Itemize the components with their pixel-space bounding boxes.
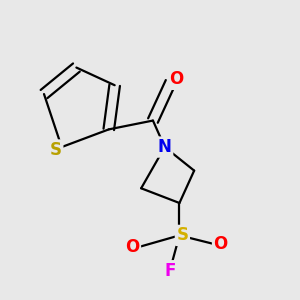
Text: S: S xyxy=(50,141,62,159)
Text: F: F xyxy=(165,262,176,280)
Text: O: O xyxy=(169,70,184,88)
Text: N: N xyxy=(158,138,172,156)
Text: O: O xyxy=(125,238,140,256)
Text: O: O xyxy=(214,235,228,253)
Text: S: S xyxy=(176,226,188,244)
